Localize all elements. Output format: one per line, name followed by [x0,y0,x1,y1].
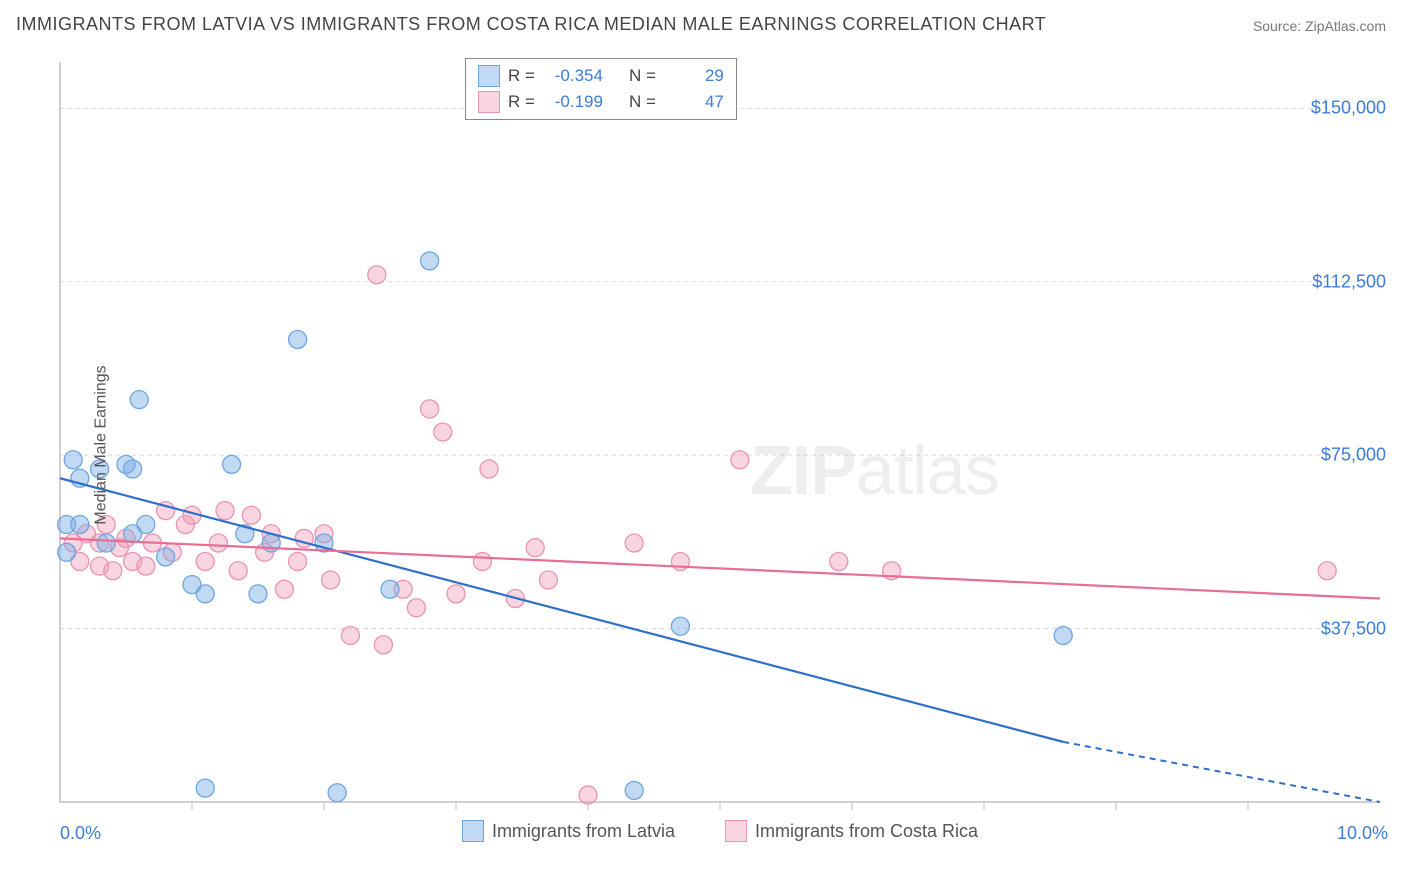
stat-n-label: N = [629,66,656,86]
y-tick-label: $75,000 [1321,445,1386,466]
legend-stats: R = -0.354 N = 29 R = -0.199 N = 47 [465,58,737,120]
stat-r-label: R = [508,66,535,86]
stat-r-value-latvia: -0.354 [543,66,603,86]
stat-n-value-costarica: 47 [664,92,724,112]
stat-r-value-costarica: -0.199 [543,92,603,112]
source-link[interactable]: ZipAtlas.com [1305,18,1386,34]
source-attribution: Source: ZipAtlas.com [1253,18,1386,34]
swatch-costarica [478,91,500,113]
stat-r-label: R = [508,92,535,112]
y-tick-label: $37,500 [1321,618,1386,639]
swatch-latvia [462,820,484,842]
legend-label-latvia: Immigrants from Latvia [492,821,675,842]
stat-n-value-latvia: 29 [664,66,724,86]
legend-stats-row-latvia: R = -0.354 N = 29 [478,63,724,89]
scatter-chart [50,50,1390,840]
y-tick-label: $112,500 [1312,271,1386,292]
chart-area: Median Male Earnings ZIPatlas R = -0.354… [50,50,1390,840]
swatch-costarica [725,820,747,842]
y-axis-label: Median Male Earnings [93,365,111,524]
stat-n-label: N = [629,92,656,112]
source-prefix: Source: [1253,18,1305,34]
legend-stats-row-costarica: R = -0.199 N = 47 [478,89,724,115]
swatch-latvia [478,65,500,87]
legend-item-latvia: Immigrants from Latvia [462,820,675,842]
legend-series: Immigrants from Latvia Immigrants from C… [50,820,1390,842]
legend-label-costarica: Immigrants from Costa Rica [755,821,978,842]
chart-title: IMMIGRANTS FROM LATVIA VS IMMIGRANTS FRO… [16,14,1046,35]
legend-item-costarica: Immigrants from Costa Rica [725,820,978,842]
y-tick-label: $150,000 [1311,98,1386,119]
